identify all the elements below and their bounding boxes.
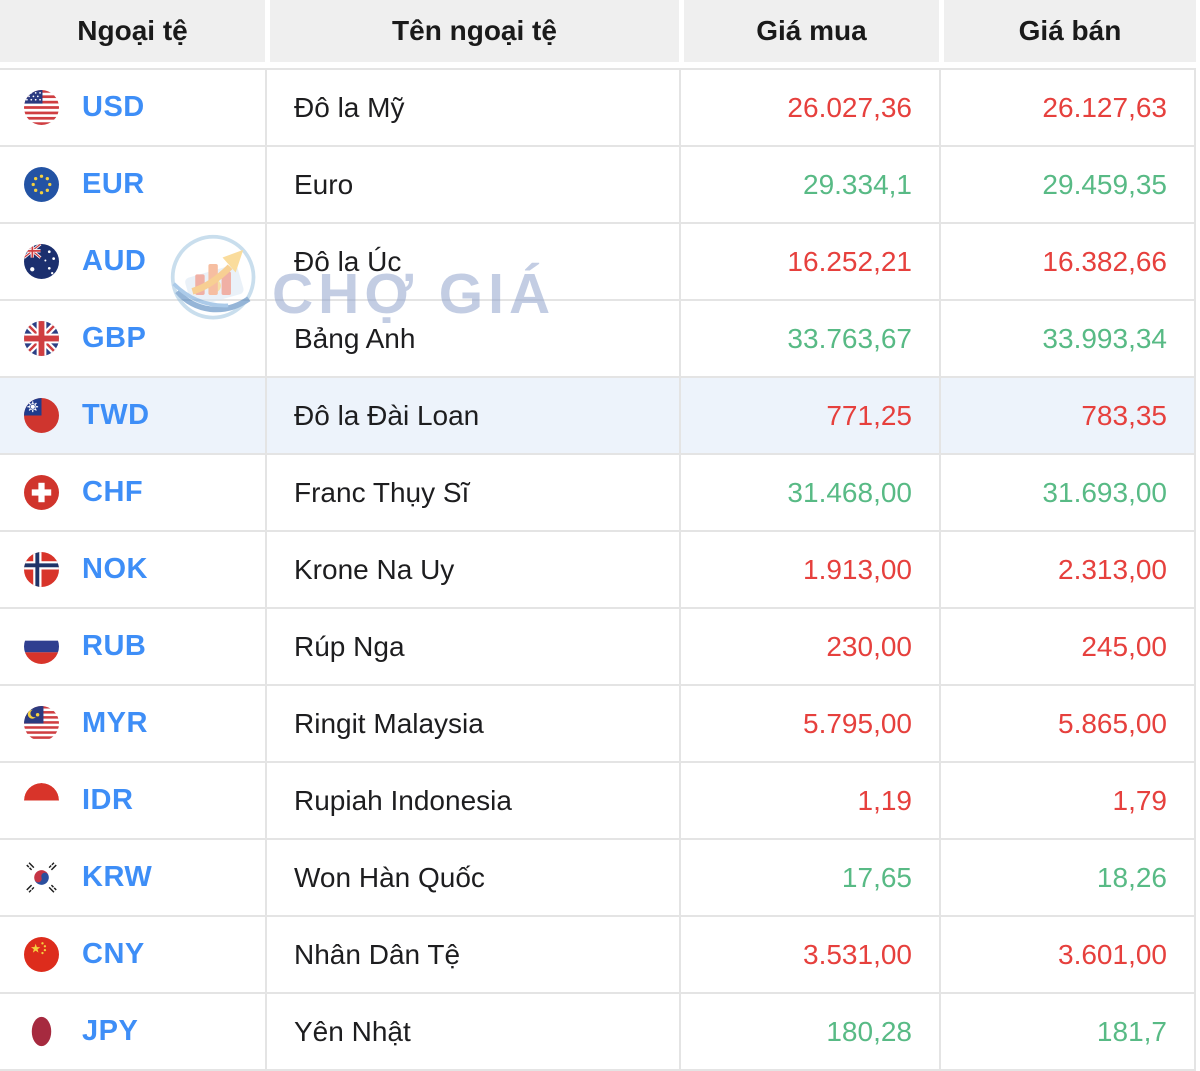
sell-price: 5.865,00	[939, 686, 1194, 761]
currency-code: GBP	[82, 322, 147, 354]
header-currency-name: Tên ngoại tệ	[265, 0, 679, 62]
currency-name: Krone Na Uy	[265, 532, 679, 607]
currency-cell: CHF	[0, 455, 265, 530]
currency-cell: CNY	[0, 917, 265, 992]
aud-flag-icon	[24, 244, 59, 279]
buy-price: 771,25	[679, 378, 939, 453]
currency-cell: NOK	[0, 532, 265, 607]
buy-price: 26.027,36	[679, 70, 939, 145]
currency-code: USD	[82, 91, 145, 123]
sell-price: 1,79	[939, 763, 1194, 838]
buy-price: 1,19	[679, 763, 939, 838]
currency-name: Franc Thụy Sĩ	[265, 455, 679, 530]
currency-name: Đô la Úc	[265, 224, 679, 299]
table-body: USD Đô la Mỹ 26.027,36 26.127,63 EUR Eur…	[0, 68, 1196, 1071]
sell-price: 245,00	[939, 609, 1194, 684]
nok-flag-icon	[24, 552, 59, 587]
currency-code: CNY	[82, 938, 145, 970]
table-row[interactable]: CNY Nhân Dân Tệ 3.531,00 3.601,00	[0, 915, 1194, 992]
sell-price: 16.382,66	[939, 224, 1194, 299]
table-row[interactable]: CHF Franc Thụy Sĩ 31.468,00 31.693,00	[0, 453, 1194, 530]
buy-price: 31.468,00	[679, 455, 939, 530]
table-row[interactable]: RUB Rúp Nga 230,00 245,00	[0, 607, 1194, 684]
table-row[interactable]: KRW Won Hàn Quốc 17,65 18,26	[0, 838, 1194, 915]
sell-price: 29.459,35	[939, 147, 1194, 222]
currency-cell: KRW	[0, 840, 265, 915]
currency-cell: TWD	[0, 378, 265, 453]
currency-code: NOK	[82, 553, 148, 585]
table-row[interactable]: AUD Đô la Úc 16.252,21 16.382,66	[0, 222, 1194, 299]
idr-flag-icon	[24, 783, 59, 818]
currency-cell: AUD	[0, 224, 265, 299]
buy-price: 33.763,67	[679, 301, 939, 376]
chf-flag-icon	[24, 475, 59, 510]
sell-price: 31.693,00	[939, 455, 1194, 530]
currency-name: Rúp Nga	[265, 609, 679, 684]
sell-price: 783,35	[939, 378, 1194, 453]
table-row[interactable]: JPY Yên Nhật 180,28 181,7	[0, 992, 1194, 1069]
table-header-row: Ngoại tệ Tên ngoại tệ Giá mua Giá bán	[0, 0, 1196, 62]
currency-cell: GBP	[0, 301, 265, 376]
currency-cell: EUR	[0, 147, 265, 222]
table-row[interactable]: GBP Bảng Anh 33.763,67 33.993,34	[0, 299, 1194, 376]
currency-name: Đô la Đài Loan	[265, 378, 679, 453]
header-buy-price: Giá mua	[679, 0, 939, 62]
buy-price: 3.531,00	[679, 917, 939, 992]
currency-name: Ringit Malaysia	[265, 686, 679, 761]
buy-price: 17,65	[679, 840, 939, 915]
table-row[interactable]: USD Đô la Mỹ 26.027,36 26.127,63	[0, 68, 1194, 145]
table-row[interactable]: NOK Krone Na Uy 1.913,00 2.313,00	[0, 530, 1194, 607]
currency-code: TWD	[82, 399, 150, 431]
currency-code: RUB	[82, 630, 147, 662]
currency-name: Yên Nhật	[265, 994, 679, 1069]
sell-price: 26.127,63	[939, 70, 1194, 145]
currency-cell: MYR	[0, 686, 265, 761]
currency-name: Nhân Dân Tệ	[265, 917, 679, 992]
currency-cell: USD	[0, 70, 265, 145]
cny-flag-icon	[24, 937, 59, 972]
currency-name: Won Hàn Quốc	[265, 840, 679, 915]
buy-price: 180,28	[679, 994, 939, 1069]
currency-name: Đô la Mỹ	[265, 70, 679, 145]
rub-flag-icon	[24, 629, 59, 664]
currency-code: KRW	[82, 861, 153, 893]
currency-cell: JPY	[0, 994, 265, 1069]
currency-code: MYR	[82, 707, 148, 739]
sell-price: 33.993,34	[939, 301, 1194, 376]
eur-flag-icon	[24, 167, 59, 202]
currency-code: JPY	[82, 1015, 139, 1047]
buy-price: 29.334,1	[679, 147, 939, 222]
table-row[interactable]: MYR Ringit Malaysia 5.795,00 5.865,00	[0, 684, 1194, 761]
table-row[interactable]: EUR Euro 29.334,1 29.459,35	[0, 145, 1194, 222]
myr-flag-icon	[24, 706, 59, 741]
currency-name: Rupiah Indonesia	[265, 763, 679, 838]
sell-price: 181,7	[939, 994, 1194, 1069]
buy-price: 230,00	[679, 609, 939, 684]
header-sell-price: Giá bán	[939, 0, 1196, 62]
buy-price: 5.795,00	[679, 686, 939, 761]
currency-cell: RUB	[0, 609, 265, 684]
currency-name: Bảng Anh	[265, 301, 679, 376]
gbp-flag-icon	[24, 321, 59, 356]
sell-price: 3.601,00	[939, 917, 1194, 992]
buy-price: 16.252,21	[679, 224, 939, 299]
jpy-flag-icon	[24, 1014, 59, 1049]
currency-cell: IDR	[0, 763, 265, 838]
currency-code: CHF	[82, 476, 144, 508]
usd-flag-icon	[24, 90, 59, 125]
header-currency: Ngoại tệ	[0, 0, 265, 62]
currency-code: EUR	[82, 168, 145, 200]
table-row[interactable]: IDR Rupiah Indonesia 1,19 1,79	[0, 761, 1194, 838]
sell-price: 18,26	[939, 840, 1194, 915]
twd-flag-icon	[24, 398, 59, 433]
buy-price: 1.913,00	[679, 532, 939, 607]
krw-flag-icon	[24, 860, 59, 895]
currency-code: AUD	[82, 245, 147, 277]
currency-name: Euro	[265, 147, 679, 222]
table-row[interactable]: TWD Đô la Đài Loan 771,25 783,35	[0, 376, 1194, 453]
currency-code: IDR	[82, 784, 134, 816]
sell-price: 2.313,00	[939, 532, 1194, 607]
